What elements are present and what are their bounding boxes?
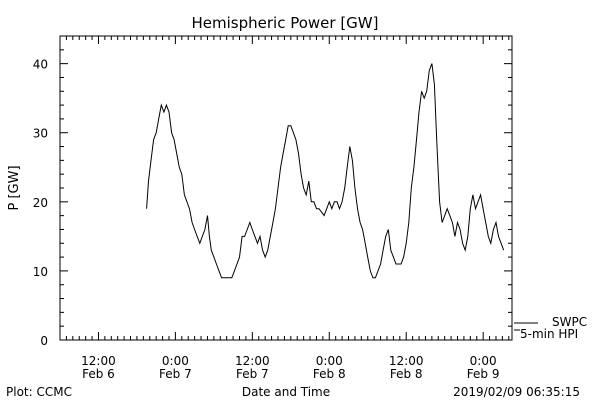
x-tick-label-date: Feb 7 xyxy=(236,367,269,381)
x-tick-label-time: 12:00 xyxy=(81,354,116,368)
x-axis-label: Date and Time xyxy=(242,385,330,399)
chart-title: Hemispheric Power [GW] xyxy=(192,14,379,32)
x-tick-label-time: 0:00 xyxy=(162,354,189,368)
legend-entry-5min-hpi: 5-min HPI xyxy=(520,327,578,341)
y-tick-label: 30 xyxy=(33,127,48,141)
y-tick-label: 40 xyxy=(33,58,48,72)
x-tick-label-time: 12:00 xyxy=(389,354,424,368)
series-group xyxy=(146,63,505,279)
x-tick-label-date: Feb 9 xyxy=(467,367,500,381)
plot-frame xyxy=(59,35,513,341)
y-axis: 0 10 20 30 40 xyxy=(33,35,512,348)
footer-plot-credit: Plot: CCMC xyxy=(6,385,72,399)
y-tick-label: 20 xyxy=(33,196,48,210)
x-tick-label-date: Feb 7 xyxy=(159,367,192,381)
x-tick-label-time: 0:00 xyxy=(316,354,343,368)
x-tick-label-time: 0:00 xyxy=(470,354,497,368)
x-tick-label-date: Feb 8 xyxy=(390,367,423,381)
legend-entry-swpc: SWPC xyxy=(552,315,587,329)
y-tick-label: 10 xyxy=(33,265,48,279)
footer-timestamp: 2019/02/09 06:35:15 xyxy=(453,385,580,399)
x-tick-label-date: Feb 6 xyxy=(82,367,115,381)
series-line-0 xyxy=(146,63,505,279)
x-tick-label-time: 12:00 xyxy=(235,354,270,368)
x-tick-label-date: Feb 8 xyxy=(313,367,346,381)
legend: SWPC 5-min HPI xyxy=(514,315,587,341)
y-tick-label: 0 xyxy=(40,334,48,348)
y-axis-label: P [GW] xyxy=(7,165,22,210)
